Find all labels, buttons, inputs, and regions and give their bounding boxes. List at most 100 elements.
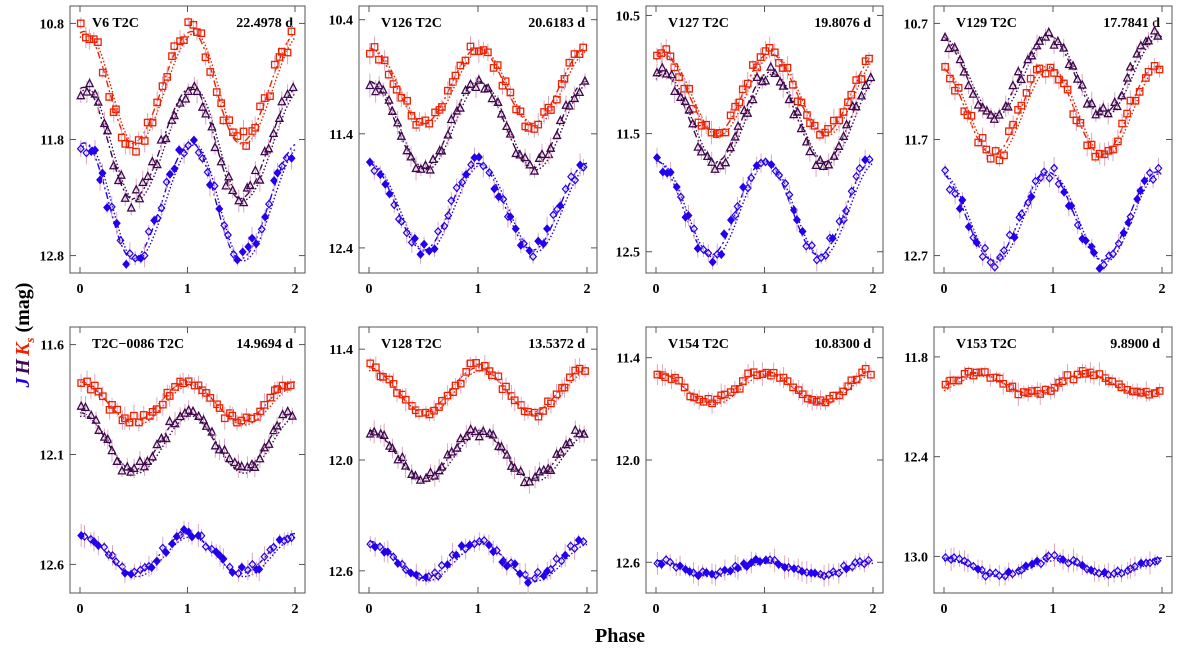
- data-point-j: [1033, 556, 1042, 566]
- data-point-h: [283, 406, 293, 416]
- data-point-h: [1068, 60, 1078, 70]
- data-point-k: [530, 125, 539, 133]
- data-point-k: [721, 128, 730, 137]
- data-point-j: [205, 180, 214, 190]
- data-point-h: [801, 136, 812, 146]
- data-point-h: [420, 160, 431, 170]
- data-point-j: [443, 560, 452, 570]
- data-point-j: [1010, 232, 1019, 242]
- data-point-k: [283, 48, 292, 57]
- data-point-k: [366, 359, 375, 368]
- data-point-h: [856, 90, 867, 100]
- data-point-j: [941, 552, 950, 562]
- data-point-k: [1126, 96, 1135, 105]
- data-point-k: [830, 116, 838, 125]
- data-point-k: [456, 61, 465, 70]
- data-point-k: [972, 368, 981, 377]
- data-point-k: [861, 364, 870, 373]
- data-point-j: [964, 222, 973, 232]
- x-tick-label: 0: [941, 602, 948, 617]
- data-point-k: [233, 132, 242, 140]
- data-point-h: [122, 461, 132, 471]
- data-point-k: [1041, 385, 1050, 394]
- data-point-j: [556, 201, 565, 211]
- data-point-h: [236, 460, 247, 471]
- data-point-j: [666, 167, 675, 177]
- series-J: [653, 548, 874, 587]
- data-point-k: [403, 96, 411, 105]
- data-point-k: [803, 111, 811, 119]
- data-point-k: [552, 390, 561, 399]
- data-point-j: [452, 183, 461, 193]
- data-point-j: [479, 161, 488, 171]
- data-point-k: [153, 98, 162, 107]
- series-K: [366, 355, 589, 426]
- data-point-j: [1117, 568, 1126, 578]
- data-point-k: [1095, 149, 1104, 158]
- data-point-j: [761, 157, 770, 167]
- x-tick-label: 2: [584, 282, 591, 297]
- data-point-j: [726, 566, 735, 576]
- data-point-k: [132, 147, 140, 156]
- template-fit-line: [943, 372, 1163, 395]
- data-point-k: [1104, 146, 1113, 155]
- data-point-j: [116, 235, 125, 245]
- data-point-k: [256, 407, 264, 416]
- x-tick-label: 1: [1050, 602, 1057, 617]
- panel-frame: [358, 5, 598, 274]
- data-point-h: [120, 192, 130, 202]
- y-tick-label: 12.5: [616, 246, 641, 261]
- data-point-h: [430, 470, 440, 480]
- data-point-h: [556, 446, 566, 456]
- y-tick-label: 10.5: [616, 9, 641, 24]
- data-point-j: [189, 135, 198, 145]
- data-point-j: [228, 567, 237, 577]
- data-point-h: [113, 175, 124, 185]
- data-point-k: [168, 52, 176, 60]
- data-point-j: [797, 566, 806, 576]
- data-point-h: [529, 165, 540, 175]
- panel-frame: [933, 5, 1173, 274]
- data-point-j: [689, 568, 698, 578]
- data-point-k: [121, 139, 130, 148]
- star-name-label: T2C−0086 T2C: [92, 337, 184, 352]
- data-point-j: [229, 249, 238, 259]
- template-fit-line: [368, 429, 588, 480]
- data-point-j: [234, 568, 243, 578]
- data-point-k: [738, 377, 747, 385]
- data-point-j: [180, 148, 189, 158]
- data-point-k: [165, 392, 174, 400]
- data-point-k: [108, 401, 116, 409]
- data-point-h: [524, 476, 535, 486]
- data-point-j: [524, 578, 533, 588]
- data-point-k: [275, 53, 284, 61]
- data-point-k: [560, 383, 569, 392]
- data-point-j: [197, 531, 206, 541]
- data-point-k: [1087, 140, 1096, 149]
- data-point-k: [844, 98, 852, 107]
- data-point-h: [210, 142, 220, 152]
- data-point-k: [653, 370, 662, 379]
- data-point-k: [171, 383, 179, 391]
- data-point-k: [765, 43, 774, 52]
- period-label: 22.4978 d: [236, 16, 293, 31]
- data-point-j: [702, 568, 711, 578]
- data-point-j: [120, 568, 129, 578]
- data-point-k: [85, 35, 94, 44]
- data-point-j: [658, 167, 667, 177]
- data-point-h: [725, 142, 736, 152]
- data-point-h: [811, 159, 821, 170]
- series-H: [940, 21, 1163, 128]
- data-point-k: [438, 396, 446, 405]
- star-name-label: V127 T2C: [668, 16, 729, 31]
- data-point-k: [565, 373, 574, 382]
- data-point-h: [164, 416, 175, 426]
- data-point-h: [425, 164, 435, 174]
- data-point-h: [1125, 61, 1136, 71]
- data-point-k: [808, 395, 817, 404]
- data-point-j: [955, 554, 964, 564]
- data-point-j: [945, 185, 954, 195]
- y-tick-label: 11.8: [40, 134, 64, 149]
- data-point-j: [533, 567, 542, 577]
- data-point-j: [397, 217, 406, 227]
